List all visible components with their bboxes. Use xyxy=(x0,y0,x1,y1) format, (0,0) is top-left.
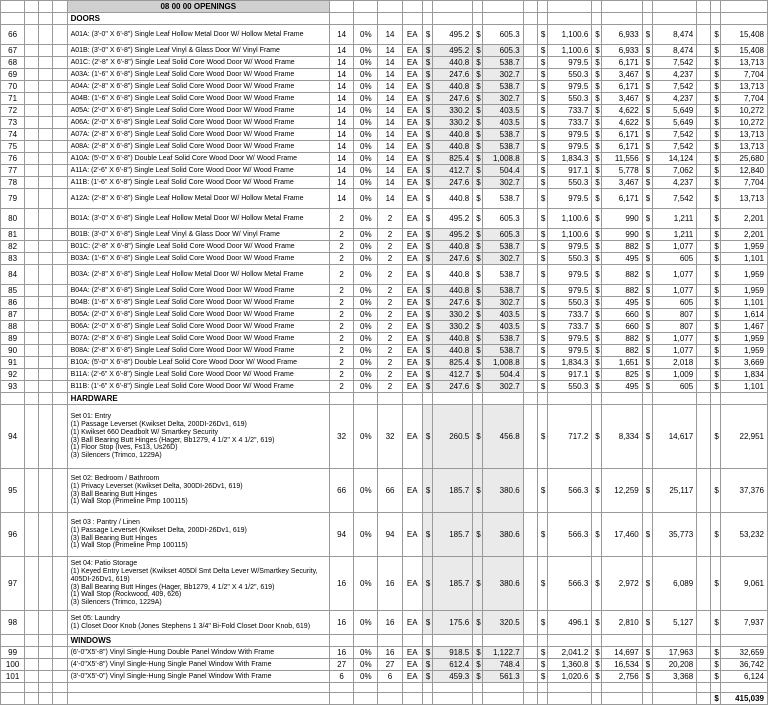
table-row: 69A03A: (1'-6" X 6'-8") Single Leaf Soli… xyxy=(1,69,768,81)
table-row: 94Set 01: Entry (1) Passage Leverset (Kw… xyxy=(1,405,768,469)
table-row: 81B01B: (3'-0" X 6'-8") Single Leaf Viny… xyxy=(1,229,768,241)
table-row: 79A12A: (2'-8" X 6'-8") Single Leaf Holl… xyxy=(1,189,768,209)
openings-table: 08 00 00 OPENINGSDOORS66A01A: (3'-0" X 6… xyxy=(0,0,768,705)
table-row: 99(6'-0"X5'-8") Vinyl Single-Hung Double… xyxy=(1,647,768,659)
table-row: 70A04A: (2'-8" X 6'-8") Single Leaf Soli… xyxy=(1,81,768,93)
table-row: 86B04B: (1'-6" X 6'-8") Single Leaf Soli… xyxy=(1,297,768,309)
table-row: 88B06A: (2'-0" X 6'-8") Single Leaf Soli… xyxy=(1,321,768,333)
table-row: 96Set 03 : Pantry / Linen (1) Passage Le… xyxy=(1,513,768,557)
table-row: 89B07A: (2'-8" X 6'-8") Single Leaf Soli… xyxy=(1,333,768,345)
table-row: 80B01A: (3'-0" X 6'-8") Single Leaf Holl… xyxy=(1,209,768,229)
table-row: 77A11A: (2'-6" X 6'-8") Single Leaf Soli… xyxy=(1,165,768,177)
table-row: 67A01B: (3'-0" X 6'-8") Single Leaf Viny… xyxy=(1,45,768,57)
table-row: 87B05A: (2'-0" X 6'-8") Single Leaf Soli… xyxy=(1,309,768,321)
table-row: 85B04A: (2'-8" X 6'-8") Single Leaf Soli… xyxy=(1,285,768,297)
table-row: 75A08A: (2'-8" X 6'-8") Single Leaf Soli… xyxy=(1,141,768,153)
table-row: 74A07A: (2'-8" X 6'-8") Single Leaf Soli… xyxy=(1,129,768,141)
table-row: 66A01A: (3'-0" X 6'-8") Single Leaf Holl… xyxy=(1,25,768,45)
table-row: 97Set 04: Patio Storage (1) Keyed Entry … xyxy=(1,557,768,611)
table-row: 101(3'-0"X5'-0") Vinyl Single-Hung Singl… xyxy=(1,671,768,683)
table-row: 68A01C: (2'-8" X 6'-8") Single Leaf Soli… xyxy=(1,57,768,69)
table-row: 78A11B: (1'-6" X 6'-8") Single Leaf Soli… xyxy=(1,177,768,189)
table-row: 91B10A: (5'-0" X 6'-8") Double Leaf Soli… xyxy=(1,357,768,369)
table-row: 84B03A: (2'-8" X 6'-8") Single Leaf Holl… xyxy=(1,265,768,285)
table-row: 92B11A: (2'-6" X 6'-8") Single Leaf Soli… xyxy=(1,369,768,381)
table-row: 76A10A: (5'-0" X 6'-8") Double Leaf Soli… xyxy=(1,153,768,165)
table-row: 93B11B: (1'-6" X 6'-8") Single Leaf Soli… xyxy=(1,381,768,393)
table-row: 71A04B: (1'-6" X 6'-8") Single Leaf Soli… xyxy=(1,93,768,105)
table-row: 98Set 05: Laundry (1) Closet Door Knob (… xyxy=(1,611,768,635)
table-row: 72A05A: (2'-0" X 6'-8") Single Leaf Soli… xyxy=(1,105,768,117)
table-row: 95Set 02: Bedroom / Bathroom (1) Privacy… xyxy=(1,469,768,513)
table-row: 82B01C: (2'-8" X 6'-8") Single Leaf Soli… xyxy=(1,241,768,253)
table-row: 73A06A: (2'-0" X 6'-8") Single Leaf Soli… xyxy=(1,117,768,129)
table-row: 90B08A: (2'-8" X 6'-8") Single Leaf Soli… xyxy=(1,345,768,357)
table-row: 100(4'-0"X5'-8") Vinyl Single-Hung Singl… xyxy=(1,659,768,671)
table-row: 83B03A: (1'-6" X 6'-8") Single Leaf Soli… xyxy=(1,253,768,265)
